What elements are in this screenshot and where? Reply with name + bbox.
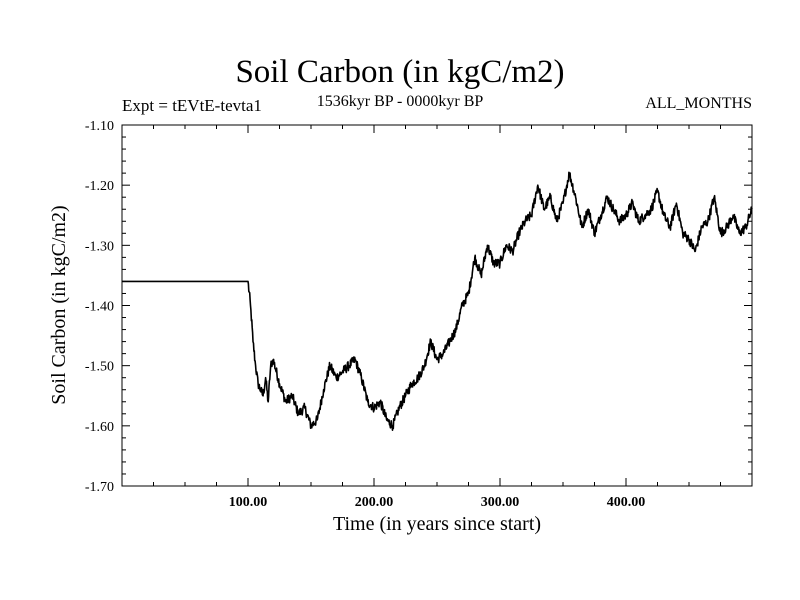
series-line-soil-carbon	[122, 171, 753, 431]
y-tick-label: -1.40	[85, 300, 114, 315]
series-layer	[122, 171, 753, 431]
y-axis-label: Soil Carbon (in kgC/m2)	[48, 205, 70, 405]
months-label: ALL_MONTHS	[645, 95, 752, 112]
chart-title: Soil Carbon (in kgC/m2)	[235, 54, 565, 90]
x-tick-label: 200.00	[355, 495, 394, 510]
plot-frame	[121, 124, 753, 487]
y-tick-label: -1.10	[85, 119, 114, 134]
experiment-label: Expt = tEVtE-tevta1	[122, 96, 262, 115]
x-tick-label: 400.00	[607, 495, 646, 510]
y-tick-label: -1.50	[85, 360, 114, 375]
y-tick-label: -1.70	[85, 480, 114, 495]
y-tick-label: -1.30	[85, 239, 114, 254]
plot-axes: 100.00 200.00 300.00 400.00 -1.10 -1.20 -1.30 -…	[85, 119, 753, 510]
x-axis-label: Time (in years since start)	[332, 513, 542, 535]
x-tick-label: 100.00	[229, 495, 268, 510]
y-tick-label: -1.60	[85, 420, 114, 435]
chart-subtitle: 1536kyr BP - 0000kyr BP	[316, 93, 484, 110]
y-tick-label: -1.20	[85, 179, 114, 194]
x-tick-label: 300.00	[481, 495, 520, 510]
